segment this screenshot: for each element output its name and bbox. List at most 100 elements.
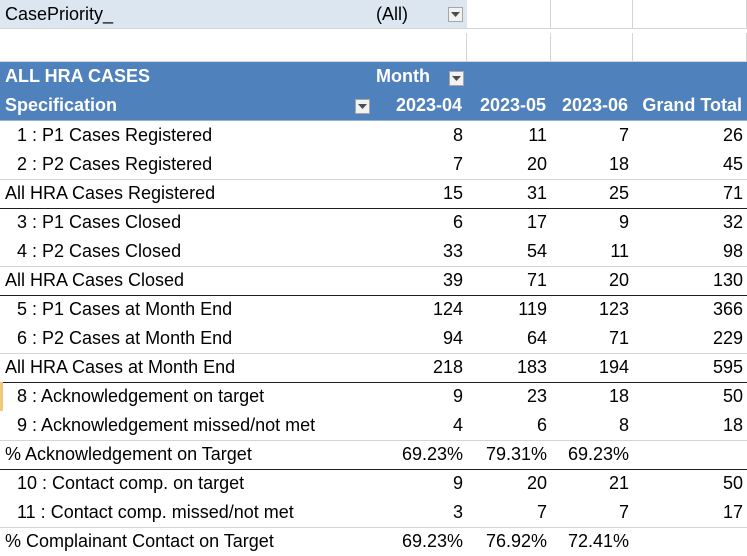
value-cell[interactable]: 15	[442, 183, 463, 203]
value-cell[interactable]: 7	[452, 154, 463, 174]
value-cell[interactable]: 25	[608, 183, 629, 203]
row-label-cell[interactable]: All HRA Cases Registered	[0, 179, 370, 208]
value-cell[interactable]: 8	[452, 125, 463, 145]
row-label-cell[interactable]: 11 : Contact comp. missed/not met	[0, 498, 370, 527]
value-cell[interactable]: 4	[452, 415, 463, 435]
value-cell[interactable]: 194	[598, 357, 629, 377]
value-cell[interactable]: 18	[608, 386, 629, 406]
value-cell[interactable]: 20	[526, 154, 547, 174]
value-cell[interactable]: 31	[526, 183, 547, 203]
row-label-cell[interactable]: 10 : Contact comp. on target	[0, 469, 370, 498]
empty-cell[interactable]	[633, 0, 747, 29]
filter-dropdown-button[interactable]	[448, 7, 463, 22]
value-cell[interactable]: 21	[608, 473, 629, 493]
column-header-grand-total[interactable]: Grand Total	[633, 91, 747, 120]
row-label-cell[interactable]: 3 : P1 Cases Closed	[0, 208, 370, 237]
value-cell[interactable]: 9	[452, 473, 463, 493]
column-field-cell[interactable]: Month	[370, 62, 467, 91]
value-cell[interactable]: 71	[722, 183, 743, 203]
column-field-dropdown-button[interactable]	[449, 71, 464, 86]
value-cell[interactable]: 218	[432, 357, 463, 377]
value-cell[interactable]: 23	[526, 386, 547, 406]
value-cell[interactable]: 45	[722, 154, 743, 174]
value-cell[interactable]: 9	[452, 386, 463, 406]
empty-cell[interactable]	[467, 33, 551, 62]
value-cell[interactable]: 32	[722, 212, 743, 232]
filter-value-cell[interactable]: (All)	[370, 0, 467, 29]
dropdown-arrow-icon	[452, 75, 461, 81]
value-cell[interactable]: 7	[536, 502, 547, 522]
value-cell[interactable]: 64	[526, 328, 547, 348]
value-cell[interactable]: 26	[722, 125, 743, 145]
value-cell[interactable]: 124	[432, 299, 463, 319]
empty-cell[interactable]	[551, 33, 633, 62]
value-cell[interactable]: 69.23%	[401, 444, 463, 464]
header-blank-cell[interactable]	[467, 62, 551, 91]
row-label-cell[interactable]: % Acknowledgement on Target	[0, 440, 370, 469]
row-label-cell[interactable]: % Complainant Contact on Target	[0, 527, 370, 556]
row-field-cell[interactable]: Specification	[0, 91, 370, 120]
value-cell[interactable]: 18	[608, 154, 629, 174]
value-cell[interactable]: 17	[722, 502, 743, 522]
value-cell[interactable]: 6	[452, 212, 463, 232]
value-cell[interactable]: 8	[618, 415, 629, 435]
value-cell[interactable]: 17	[526, 212, 547, 232]
value-cell[interactable]: 71	[526, 270, 547, 290]
empty-cell[interactable]	[551, 0, 633, 29]
row-label-cell[interactable]: All HRA Cases Closed	[0, 266, 370, 295]
value-cell[interactable]: 69.23%	[567, 444, 629, 464]
row-label-cell[interactable]: 6 : P2 Cases at Month End	[0, 324, 370, 353]
value-cell[interactable]: 33	[442, 241, 463, 261]
empty-cell[interactable]	[370, 33, 467, 62]
value-cell[interactable]: 119	[518, 299, 547, 319]
filter-field-cell[interactable]: CasePriority_	[0, 0, 370, 29]
value-cell[interactable]: 123	[598, 299, 629, 319]
row-label-cell[interactable]: 5 : P1 Cases at Month End	[0, 295, 370, 324]
row-field-dropdown-button[interactable]	[355, 99, 370, 114]
empty-cell[interactable]	[0, 33, 370, 62]
row-label-cell[interactable]: All HRA Cases at Month End	[0, 353, 370, 382]
value-cell[interactable]: 98	[722, 241, 743, 261]
value-cell[interactable]: 39	[442, 270, 463, 290]
value-cell[interactable]: 6	[536, 415, 547, 435]
value-cell[interactable]: 7	[618, 502, 629, 522]
value-cell[interactable]: 71	[608, 328, 629, 348]
value-cell[interactable]: 72.41%	[567, 531, 629, 551]
column-header-2023-06[interactable]: 2023-06	[551, 91, 633, 120]
value-cell[interactable]: 11	[528, 125, 547, 145]
row-label-cell[interactable]: 8 : Acknowledgement on target	[0, 382, 370, 411]
empty-cell[interactable]	[633, 33, 747, 62]
value-cell[interactable]	[633, 527, 747, 556]
value-cell[interactable]: 366	[712, 299, 743, 319]
value-cell[interactable]: 229	[712, 328, 743, 348]
column-header-2023-05[interactable]: 2023-05	[467, 91, 551, 120]
row-label-cell[interactable]: 2 : P2 Cases Registered	[0, 150, 370, 179]
column-header-2023-04[interactable]: 2023-04	[370, 91, 467, 120]
value-cell[interactable]: 20	[526, 473, 547, 493]
value-cell[interactable]: 9	[618, 212, 629, 232]
value-cell[interactable]: 54	[526, 241, 547, 261]
value-cell[interactable]: 130	[712, 270, 743, 290]
value-cell[interactable]: 3	[452, 502, 463, 522]
value-cell[interactable]: 595	[712, 357, 743, 377]
header-blank-cell[interactable]	[633, 62, 747, 91]
value-cell[interactable]: 79.31%	[485, 444, 547, 464]
value-cell[interactable]: 183	[516, 357, 547, 377]
value-cell[interactable]: 69.23%	[401, 531, 463, 551]
value-cell[interactable]: 11	[610, 241, 629, 261]
pivot-title-cell[interactable]: ALL HRA CASES	[0, 62, 370, 91]
empty-cell[interactable]	[467, 0, 551, 29]
blank-row	[0, 33, 747, 62]
value-cell[interactable]: 18	[722, 415, 743, 435]
value-cell[interactable]: 20	[608, 270, 629, 290]
value-cell[interactable]: 50	[722, 386, 743, 406]
value-cell[interactable]: 50	[722, 473, 743, 493]
row-label-cell[interactable]: 1 : P1 Cases Registered	[0, 121, 370, 150]
value-cell[interactable]: 7	[618, 125, 629, 145]
value-cell[interactable]: 76.92%	[485, 531, 547, 551]
row-label-cell[interactable]: 9 : Acknowledgement missed/not met	[0, 411, 370, 440]
value-cell[interactable]: 94	[442, 328, 463, 348]
header-blank-cell[interactable]	[551, 62, 633, 91]
row-label-cell[interactable]: 4 : P2 Cases Closed	[0, 237, 370, 266]
value-cell[interactable]	[633, 440, 747, 469]
